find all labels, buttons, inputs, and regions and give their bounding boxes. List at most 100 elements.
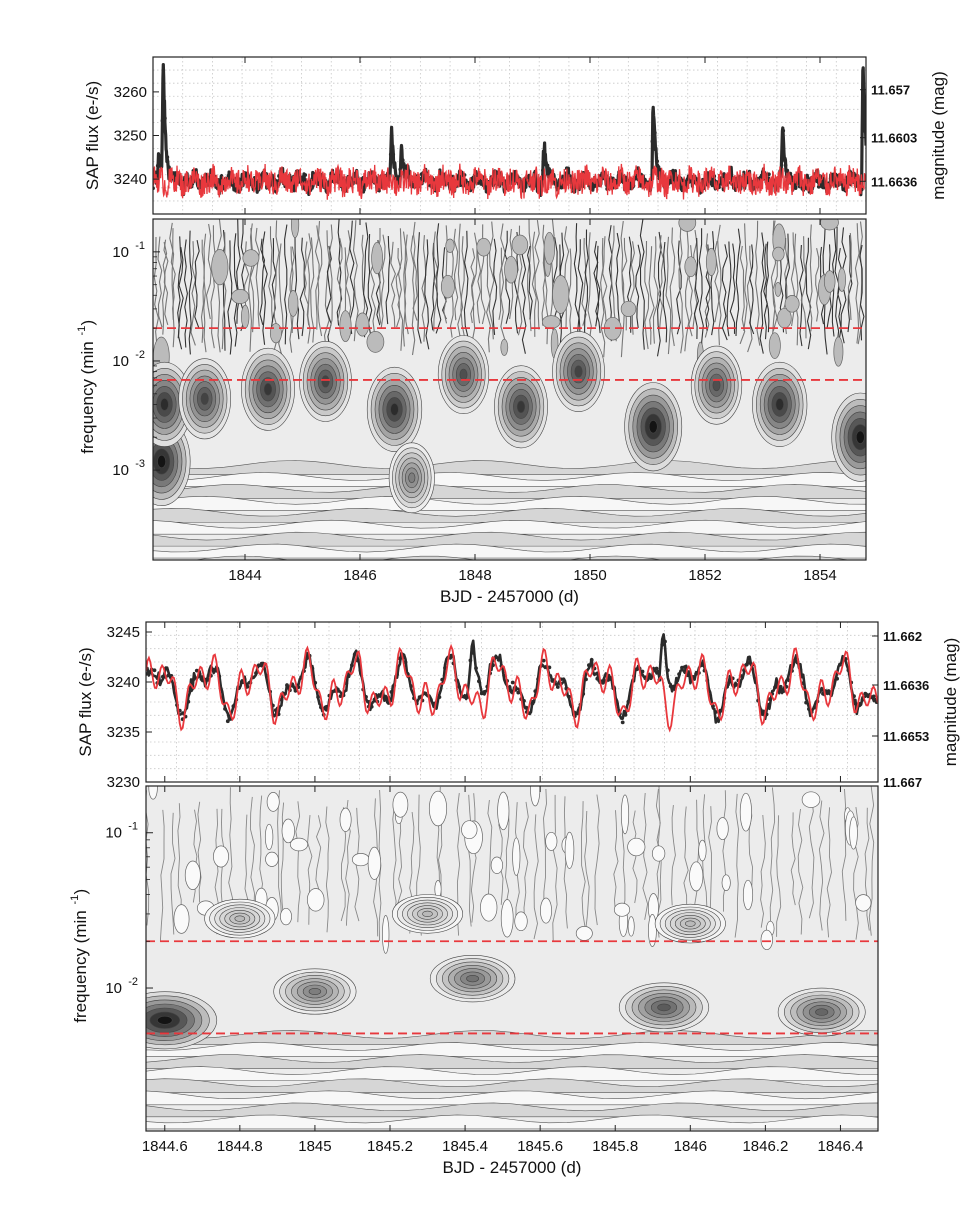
high-frequency-contour bbox=[671, 805, 676, 906]
sap-flux-point bbox=[304, 656, 309, 661]
bottom-wavelet-panel: 1844.6 1844.8 1845 1845.2 1845.4 1845.6 1845.8… bbox=[69, 785, 879, 1177]
y-tick-exponent: -1 bbox=[128, 821, 138, 833]
sap-flux-point bbox=[533, 689, 538, 693]
contour-island bbox=[552, 275, 570, 314]
high-frequency-contour bbox=[392, 805, 397, 915]
high-frequency-contour bbox=[581, 237, 587, 326]
high-frequency-contour bbox=[467, 794, 472, 927]
contour-island bbox=[613, 902, 631, 917]
sap-flux-point bbox=[652, 130, 657, 135]
high-frequency-contour bbox=[642, 792, 649, 920]
high-frequency-contour bbox=[430, 242, 436, 331]
high-frequency-contour bbox=[498, 247, 503, 320]
high-frequency-contour bbox=[476, 239, 482, 324]
sap-flux-point bbox=[522, 699, 526, 703]
sap-flux-point bbox=[564, 166, 569, 171]
sap-flux-point bbox=[457, 684, 461, 689]
y2-tick-label: 11.6653 bbox=[883, 729, 929, 744]
y-axis-title: SAP flux (e-/s) bbox=[83, 81, 102, 190]
power-blob-contour bbox=[422, 910, 433, 918]
contour-island bbox=[371, 241, 383, 275]
high-frequency-contour bbox=[763, 243, 768, 340]
high-frequency-contour bbox=[602, 236, 608, 337]
contour-island bbox=[382, 915, 390, 954]
contour-island bbox=[242, 249, 260, 267]
high-frequency-contour bbox=[188, 230, 193, 355]
contour-island bbox=[490, 856, 504, 874]
high-frequency-contour bbox=[797, 808, 804, 935]
high-frequency-contour bbox=[159, 809, 165, 941]
sap-flux-point bbox=[409, 684, 414, 688]
high-frequency-contour bbox=[170, 812, 176, 935]
sap-flux-point bbox=[158, 157, 163, 162]
y2-tick-label: 11.662 bbox=[883, 629, 922, 644]
sap-flux-point bbox=[733, 683, 738, 687]
y-tick-label: 10 bbox=[112, 244, 129, 261]
power-blob-contour bbox=[657, 1003, 671, 1012]
contour-island bbox=[351, 853, 370, 867]
sap-flux-point bbox=[744, 662, 749, 667]
contour-island bbox=[231, 289, 250, 304]
high-frequency-contour bbox=[694, 799, 700, 920]
high-frequency-contour bbox=[255, 227, 260, 327]
contour-island bbox=[543, 231, 556, 265]
high-frequency-contour bbox=[809, 224, 813, 332]
x-tick-label: 1845 bbox=[298, 1138, 331, 1155]
wavelet-3-frame bbox=[145, 785, 879, 1132]
sap-flux-point bbox=[711, 704, 715, 709]
high-frequency-contour bbox=[178, 247, 184, 350]
high-frequency-contour bbox=[593, 241, 600, 327]
sap-flux-point bbox=[163, 116, 167, 121]
x-tick-label: 1846 bbox=[343, 567, 376, 584]
sap-flux-point bbox=[316, 695, 320, 699]
contour-island bbox=[774, 281, 782, 297]
high-frequency-contour bbox=[573, 223, 580, 332]
high-frequency-contour bbox=[652, 236, 659, 344]
high-frequency-contour bbox=[693, 237, 699, 340]
high-frequency-contour bbox=[435, 223, 442, 334]
x-tick-label: 1854 bbox=[803, 567, 836, 584]
contour-island bbox=[564, 831, 575, 869]
high-frequency-contour bbox=[294, 221, 300, 340]
x-tick-label: 1846.4 bbox=[818, 1138, 864, 1155]
contour-island bbox=[269, 323, 282, 344]
sap-flux-point bbox=[225, 719, 230, 724]
high-frequency-contour bbox=[487, 799, 493, 909]
contour-island bbox=[355, 312, 370, 337]
high-frequency-contour bbox=[552, 794, 558, 942]
sap-flux-point bbox=[338, 694, 343, 698]
high-frequency-contour bbox=[310, 237, 315, 343]
high-frequency-contour bbox=[203, 233, 207, 353]
high-frequency-contour bbox=[868, 786, 875, 936]
x-axis-title: BJD - 2457000 (d) bbox=[443, 1158, 582, 1177]
contour-island bbox=[264, 823, 274, 851]
high-frequency-contour bbox=[794, 233, 799, 346]
contour-island bbox=[620, 300, 637, 317]
y2-axis-title: magnitude (mag) bbox=[929, 71, 948, 200]
contour-island bbox=[306, 888, 325, 912]
high-frequency-contour bbox=[676, 240, 682, 335]
lc-2-frame bbox=[145, 621, 879, 783]
y-axis-title-close: ) bbox=[71, 889, 90, 895]
sap-flux-point bbox=[747, 661, 752, 665]
sap-flux-point bbox=[773, 685, 777, 690]
contour-island bbox=[512, 837, 521, 876]
high-frequency-contour bbox=[336, 219, 343, 326]
x-tick-label: 1852 bbox=[688, 567, 721, 584]
high-frequency-contour bbox=[259, 238, 266, 325]
high-frequency-contour bbox=[500, 223, 506, 342]
sap-flux-point bbox=[767, 172, 771, 177]
sap-flux-point bbox=[620, 720, 625, 725]
y2-tick-label: 11.667 bbox=[883, 775, 922, 790]
power-blob-contour bbox=[157, 454, 166, 469]
sap-flux-point bbox=[863, 691, 868, 696]
high-frequency-contour bbox=[859, 244, 865, 341]
sap-flux-point bbox=[352, 652, 357, 657]
y-tick-label: 3250 bbox=[114, 128, 147, 145]
contour-island bbox=[627, 916, 635, 937]
sap-flux-point bbox=[496, 657, 501, 662]
power-blob-contour bbox=[574, 365, 583, 378]
high-frequency-contour bbox=[595, 245, 601, 334]
sap-flux-point bbox=[728, 678, 732, 683]
low-frequency-band bbox=[153, 484, 866, 499]
